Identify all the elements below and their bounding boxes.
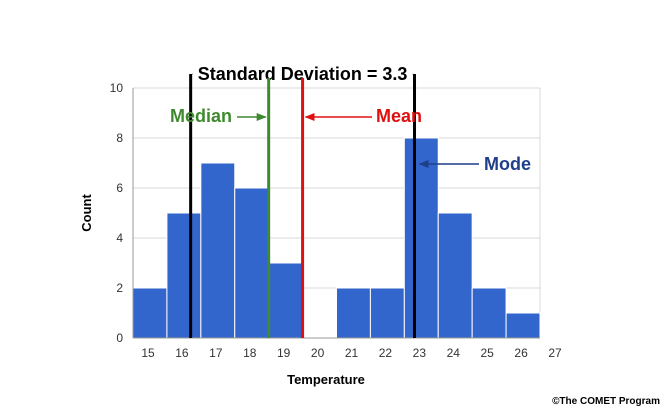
bar-22-23 (369, 287, 405, 339)
mode-label: Mode (484, 154, 531, 174)
bar-23-24 (403, 137, 439, 339)
bar-18-19 (234, 187, 270, 339)
y-tick-label-10: 10 (110, 81, 124, 95)
bar-16-17 (166, 212, 202, 339)
x-tick-label-18: 18 (243, 346, 257, 360)
x-tick-label-21: 21 (345, 346, 359, 360)
bar-25-26 (471, 287, 507, 339)
mean-label: Mean (376, 106, 422, 126)
x-tick-label-15: 15 (141, 346, 155, 360)
x-tick-label-25: 25 (480, 346, 494, 360)
bar-17-18 (200, 162, 236, 339)
x-tick-label-16: 16 (175, 346, 189, 360)
y-tick-label-0: 0 (116, 331, 123, 345)
bar-21-22 (336, 287, 371, 339)
bars (132, 137, 541, 339)
x-tick-label-22: 22 (379, 346, 393, 360)
y-tick-label-2: 2 (116, 281, 123, 295)
x-tick-label-23: 23 (413, 346, 427, 360)
y-tick-label-8: 8 (116, 131, 123, 145)
bar-26-27 (505, 312, 541, 339)
bar-15-16 (132, 287, 168, 339)
y-tick-label-6: 6 (116, 181, 123, 195)
bar-24-25 (437, 212, 473, 339)
x-tick-label-19: 19 (277, 346, 291, 360)
x-tick-label-26: 26 (514, 346, 528, 360)
x-axis-label: Temperature (287, 372, 365, 387)
annotations: Standard Deviation = 3.3 Median Mean Mode (170, 61, 531, 338)
y-axis-label: Count (79, 194, 94, 232)
x-tick-label-20: 20 (311, 346, 325, 360)
median-label: Median (170, 106, 232, 126)
std-dev-label: Standard Deviation = 3.3 (198, 64, 408, 84)
credit-text: ©The COMET Program (552, 396, 660, 407)
x-tick-label-27: 27 (548, 346, 562, 360)
x-tick-label-24: 24 (447, 346, 461, 360)
bar-19-20 (268, 262, 304, 339)
x-tick-label-17: 17 (209, 346, 223, 360)
y-tick-label-4: 4 (116, 231, 123, 245)
